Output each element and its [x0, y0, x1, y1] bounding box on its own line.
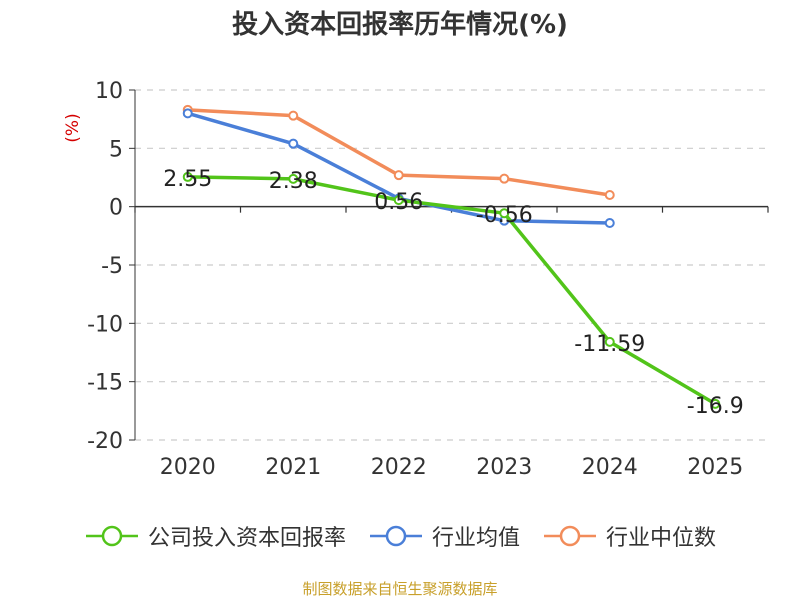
series-lines [182, 104, 721, 409]
data-labels: 2.55 2.38 0.56 -0.56 -11.59 -16.9 [163, 167, 743, 419]
chart-title: 投入资本回报率历年情况(%) [232, 10, 568, 40]
legend-swatch [85, 525, 138, 547]
data-point [182, 108, 193, 119]
data-label: 2.38 [269, 169, 318, 194]
data-point [604, 218, 615, 228]
y-tick-label: 5 [109, 137, 123, 162]
y-tick-label: 0 [109, 196, 123, 221]
legend-swatch [369, 525, 422, 547]
data-label: -0.56 [476, 203, 533, 228]
data-label: 2.55 [163, 167, 212, 192]
y-tick-label: 10 [95, 79, 123, 104]
data-point [393, 195, 404, 206]
y-tick-label: -15 [87, 371, 123, 396]
legend-label: 公司投入资本回报率 [147, 526, 346, 551]
legend-swatch [544, 525, 596, 547]
series-line-0 [186, 175, 717, 406]
x-tick-label: 2021 [265, 455, 321, 480]
data-point [499, 208, 510, 219]
data-label: -16.9 [687, 394, 744, 419]
y-tick-label: -10 [87, 312, 123, 337]
x-tick-label: 2024 [582, 455, 638, 480]
data-point [182, 171, 193, 182]
data-label: 0.56 [374, 190, 423, 215]
legend-item[interactable]: 行业中位数 [542, 520, 716, 552]
data-point [604, 190, 615, 200]
series-line-2 [186, 108, 612, 197]
legend-item[interactable]: 公司投入资本回报率 [84, 520, 346, 552]
legend: 公司投入资本回报率 行业均值 行业中位数 [0, 520, 800, 552]
data-point [604, 336, 615, 347]
legend-label: 行业均值 [431, 526, 520, 551]
legend-label: 行业中位数 [606, 526, 717, 551]
data-point [499, 173, 510, 184]
y-tick-label: -5 [101, 254, 123, 279]
legend-item[interactable]: 行业均值 [368, 520, 520, 552]
x-tick-label: 2023 [476, 455, 532, 480]
x-tick-label: 2025 [687, 455, 743, 480]
source-note: 制图数据来自恒生聚源数据库 [302, 580, 498, 598]
data-point [710, 398, 721, 409]
x-tick-label: 2020 [160, 455, 216, 480]
data-point [288, 138, 299, 149]
y-axis-label: (%) [63, 113, 83, 142]
x-tick-label: 2022 [371, 455, 427, 480]
data-point [288, 110, 299, 121]
data-point [288, 173, 299, 184]
y-tick-label: -20 [87, 429, 123, 454]
data-label: -11.59 [574, 332, 645, 357]
grid-lines [135, 89, 768, 441]
data-point [393, 170, 404, 181]
axes: 10 5 0 -5 -10 -15 -20 2020 2021 2022 2023 2024 2025 (… [63, 79, 769, 480]
